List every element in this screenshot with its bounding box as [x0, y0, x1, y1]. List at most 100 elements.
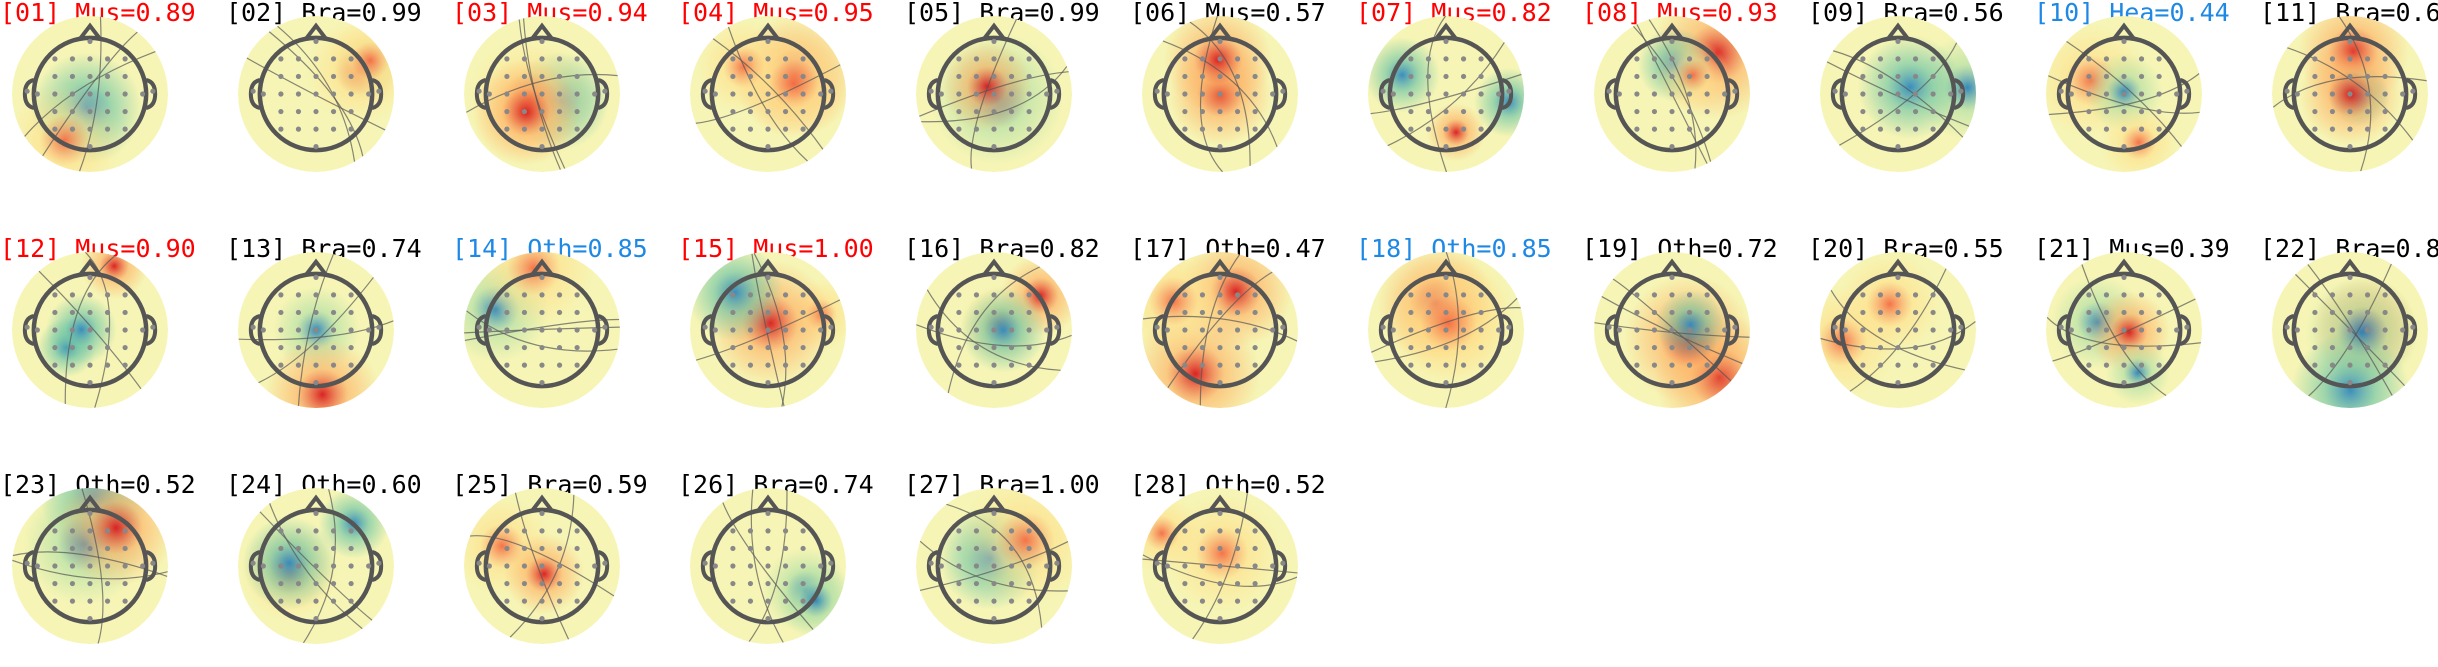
- electrode: [52, 292, 58, 298]
- contour: [269, 503, 363, 630]
- electrode: [52, 580, 58, 587]
- contour: [469, 535, 615, 597]
- electrode: [1217, 616, 1223, 622]
- electrode: [1217, 73, 1223, 80]
- electrode: [295, 344, 302, 351]
- electrode: [366, 91, 372, 97]
- electrode: [800, 545, 806, 552]
- electrode: [2347, 73, 2353, 80]
- electrode: [521, 327, 528, 333]
- electrode: [1380, 324, 1386, 330]
- electrode: [1895, 91, 1901, 97]
- electrode: [1704, 327, 1710, 333]
- electrode: [782, 545, 789, 552]
- electrode: [295, 91, 302, 97]
- electrode: [556, 73, 563, 80]
- electrode: [2329, 344, 2336, 351]
- contour: [2046, 316, 2202, 347]
- contour: [2338, 16, 2372, 172]
- electrode: [574, 91, 580, 97]
- electrode: [747, 56, 754, 62]
- electrode: [574, 528, 580, 534]
- electrode: [69, 580, 76, 587]
- electrode: [1958, 88, 1964, 94]
- electrode: [1443, 327, 1449, 333]
- ear: [371, 314, 384, 346]
- electrode: [1044, 327, 1050, 333]
- electrode: [1380, 88, 1386, 94]
- electrode: [574, 598, 580, 604]
- electrode: [539, 528, 545, 534]
- electrode: [1842, 327, 1848, 333]
- electrode: [539, 616, 545, 622]
- electrode: [52, 563, 58, 569]
- electrode: [2347, 126, 2353, 132]
- electrode: [348, 528, 354, 534]
- electrode: [313, 292, 319, 298]
- electrode: [1669, 327, 1675, 333]
- electrode: [250, 88, 256, 94]
- electrode: [348, 56, 354, 62]
- electrode: [730, 126, 736, 132]
- electrode: [1669, 38, 1675, 44]
- head-outline: [2291, 271, 2409, 389]
- electrode: [2382, 56, 2388, 62]
- electrode: [1199, 598, 1206, 604]
- electrode: [2174, 327, 2180, 333]
- electrode: [1443, 292, 1449, 298]
- electrode: [1704, 56, 1710, 62]
- electrode: [800, 292, 806, 298]
- electrode: [1217, 56, 1223, 62]
- electrode: [504, 126, 510, 132]
- electrode: [1732, 324, 1738, 330]
- nose: [78, 494, 102, 513]
- ear: [371, 550, 384, 582]
- electrode: [504, 344, 510, 351]
- component: [09] Bra=0.56: [1808, 0, 2004, 172]
- electrode: [712, 563, 718, 569]
- electrode: [1270, 563, 1276, 569]
- head-outline: [2291, 35, 2409, 153]
- electrode: [295, 309, 302, 316]
- electrode: [702, 560, 708, 566]
- ear: [597, 550, 610, 582]
- electrode: [574, 327, 580, 333]
- electrode: [2103, 309, 2110, 316]
- electrode: [69, 362, 76, 368]
- electrode: [1008, 362, 1015, 368]
- electrode: [1669, 108, 1675, 115]
- electrode: [69, 292, 76, 298]
- electrode: [956, 56, 962, 62]
- electrode: [782, 309, 789, 316]
- electrode: [2086, 73, 2092, 80]
- electrode: [973, 327, 980, 333]
- electrode: [973, 344, 980, 351]
- ear: [1049, 550, 1062, 582]
- electrode: [521, 91, 528, 97]
- component: [18] Oth=0.85: [1356, 234, 1552, 408]
- electrode: [1686, 362, 1693, 368]
- electrode: [1478, 73, 1484, 80]
- ear: [1049, 314, 1062, 346]
- electrode: [1182, 598, 1188, 604]
- electrode: [2103, 108, 2110, 115]
- electrode: [1217, 510, 1223, 516]
- electrode: [1460, 108, 1467, 115]
- electrode: [87, 362, 93, 368]
- electrode: [1252, 309, 1258, 316]
- electrode: [69, 91, 76, 97]
- head-outline: [1387, 271, 1505, 389]
- electrode: [782, 563, 789, 569]
- electrode: [1443, 274, 1449, 280]
- electrode: [1425, 91, 1432, 97]
- electrode: [1252, 56, 1258, 62]
- electrode: [1460, 91, 1467, 97]
- electrode: [991, 292, 997, 298]
- electrode: [991, 144, 997, 150]
- electrode: [1182, 309, 1188, 316]
- electrode: [1164, 563, 1170, 569]
- nose: [304, 494, 328, 513]
- electrode: [1443, 144, 1449, 150]
- electrode: [1722, 91, 1728, 97]
- electrode: [1634, 91, 1640, 97]
